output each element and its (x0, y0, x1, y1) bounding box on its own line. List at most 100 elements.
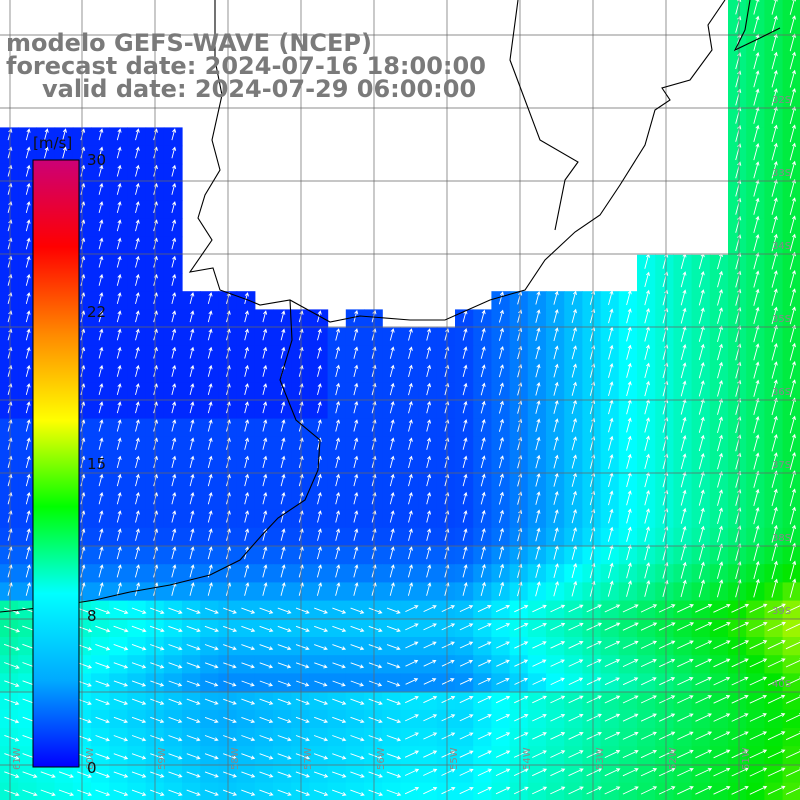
wind-arrow (313, 753, 329, 760)
wind-arrow (444, 546, 450, 560)
wind-arrow (680, 453, 687, 470)
wind-arrow (241, 662, 255, 669)
wind-arrow (462, 382, 468, 396)
wind-arrow (622, 786, 639, 795)
wind-arrow (171, 182, 177, 195)
wind-arrow (171, 146, 177, 159)
wind-arrow (408, 528, 413, 541)
wind-arrow (116, 237, 122, 250)
wind-arrow (262, 401, 268, 414)
wind-arrow (608, 308, 614, 324)
lon-label: 56W (376, 747, 387, 770)
wind-arrow (386, 698, 402, 705)
wind-arrow (295, 735, 310, 742)
wind-arrow (350, 735, 365, 742)
wind-arrow (444, 564, 450, 578)
wind-arrow (658, 786, 676, 795)
wind-arrow (98, 310, 104, 323)
wind-arrow (535, 527, 541, 542)
wind-arrow (95, 753, 111, 760)
wind-arrow (677, 622, 695, 631)
wind-arrow (717, 489, 723, 506)
wind-arrow (441, 768, 456, 776)
wind-arrow (389, 364, 395, 378)
wind-arrow (7, 364, 13, 377)
wind-arrow (514, 641, 529, 649)
wind-arrow (789, 178, 796, 197)
wind-arrow (40, 771, 56, 778)
wind-arrow (116, 582, 122, 596)
wind-arrow (771, 124, 778, 143)
wind-arrow (189, 419, 195, 432)
wind-arrow (116, 564, 122, 578)
wind-arrow (553, 580, 559, 597)
wind-arrow (698, 579, 705, 598)
wind-arrow (423, 605, 437, 613)
wind-arrow (789, 0, 796, 15)
wind-arrow (698, 561, 705, 579)
wind-arrow (25, 546, 31, 560)
wind-arrow (7, 510, 13, 523)
wind-arrow (259, 644, 274, 651)
wind-arrow (189, 546, 195, 560)
wind-arrow (371, 401, 377, 414)
wind-arrow (317, 528, 322, 541)
wind-arrow (767, 767, 786, 777)
wind-arrow (698, 507, 705, 524)
wind-arrow (405, 678, 419, 685)
wind-arrow (535, 345, 541, 360)
wind-arrow (371, 419, 377, 432)
wind-arrow (514, 677, 529, 685)
wind-arrow (368, 716, 383, 724)
wind-arrow (244, 292, 249, 305)
wind-arrow (171, 346, 177, 359)
wind-arrow (116, 182, 122, 195)
wind-arrow (753, 0, 760, 15)
wind-arrow (317, 492, 322, 505)
wind-arrow (332, 771, 347, 778)
wind-arrow (113, 607, 129, 615)
wind-arrow (695, 604, 713, 613)
wind-arrow (116, 273, 122, 286)
wind-arrow (386, 771, 402, 778)
wind-arrow (462, 564, 468, 578)
wind-arrow (658, 640, 676, 649)
wind-arrow (532, 677, 547, 685)
wind-arrow (789, 578, 797, 598)
wind-arrow (25, 146, 31, 159)
wind-arrow (168, 644, 183, 651)
wind-arrow (608, 417, 614, 433)
wind-arrow (280, 455, 286, 469)
wind-arrow (789, 342, 796, 361)
lon-label: 58W (230, 747, 241, 770)
wind-arrow (295, 716, 310, 724)
wind-arrow (677, 713, 694, 722)
wind-arrow (368, 771, 383, 778)
wind-arrow (189, 383, 195, 396)
wind-arrow (262, 510, 268, 523)
wind-arrow (459, 786, 474, 795)
wind-arrow (532, 659, 547, 667)
wind-arrow (658, 604, 676, 613)
longitude-labels: 61W 60W 59W 58W 57W 56W 55W 54W 53W 52W 51W (12, 747, 752, 770)
wind-arrow (514, 604, 529, 613)
wind-arrow (698, 325, 705, 342)
lon-label: 61W (12, 747, 23, 770)
wind-arrow (350, 662, 365, 669)
wind-arrow (277, 753, 292, 760)
wind-arrow (314, 716, 329, 724)
wind-arrow (423, 659, 437, 667)
wind-arrow (550, 659, 565, 667)
wind-arrow (713, 658, 731, 668)
wind-arrow (168, 735, 183, 742)
wind-arrow (749, 640, 768, 650)
wind-arrow (7, 310, 13, 323)
wind-arrow (713, 731, 731, 741)
wind-arrow (753, 488, 760, 507)
wind-arrow (622, 731, 639, 740)
wind-arrow (25, 364, 31, 377)
wind-arrow (753, 252, 760, 270)
wind-arrow (98, 182, 104, 195)
wind-arrow (335, 401, 341, 414)
wind-arrow (280, 473, 286, 487)
